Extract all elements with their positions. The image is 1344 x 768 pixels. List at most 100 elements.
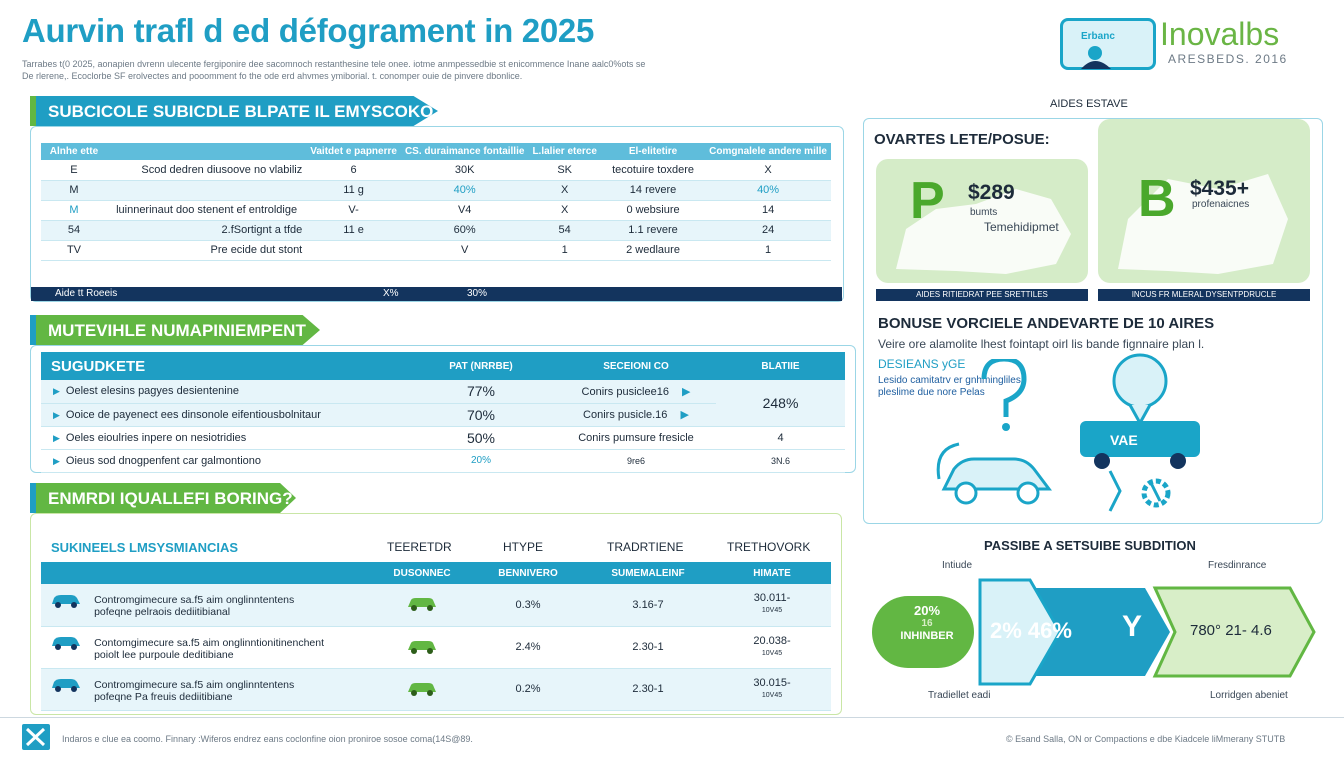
svg-text:VAE: VAE [1110,432,1138,448]
cell: 6 [306,160,401,181]
s2-pct: 77% [406,380,556,404]
arrow-right-icon: ▶ [680,409,689,421]
section2-tab-label: MUTEVIHLE NUMAPINIEMPENT [48,321,306,340]
cell: luinnerinaut doo stenent ef entroldige [106,200,307,221]
design-text-1: Lesido camitatrv er gnhmingliles [878,375,1021,386]
s2-merged-value: 248% [716,380,845,427]
s3-v2: 2.30-1 [583,626,713,669]
question-car-illustration [936,359,1052,505]
cell: 1 [705,240,831,261]
s3-v3: 30.015- [753,676,791,689]
s1-footer-label: Aide tt Roeeis [55,288,118,299]
s3-head-label: HTYPE [503,540,544,554]
table-row: Contomgimecure sa.f5 aim onglinntionitin… [41,626,831,669]
footer-left-text: Indaros e clue ea coomo. Finnary :Wifero… [62,734,473,744]
car-green-icon [408,640,436,654]
card2-price: $435+ [1190,177,1249,200]
cell: SK [528,160,601,181]
cell: 24 [705,220,831,241]
design-text-2: pleslime due nore Pelas [878,387,985,398]
section1-footer-bar: Aide tt Roeeis X% 30% [31,287,842,301]
section1-panel: Alnhe ette Vaitdet e papnerre CS. duraim… [30,126,844,302]
flow-circle-line2: 16 [921,618,933,629]
right-panel: OVARTES LETE/POSUE: P $289 bumts Temehid… [863,118,1323,524]
s2-option-label: Conirs pusiclee16 [581,385,669,398]
s2-pct: 50% [406,426,556,450]
cell [306,240,401,261]
cell: X [705,160,831,181]
s3-v3b: 10V45 [761,691,783,699]
s1-footer-v2: 30% [467,288,488,299]
flow-left-circle: 20% 16 INHINBER [882,604,972,643]
s3-head-label: TRETHOVORK [727,540,811,554]
s2-row-label: Oieus sod dnogpenfent car galmontiono [65,454,261,467]
cell: 11 g [306,180,401,201]
s3-v3: 30.011- [753,592,791,605]
footer-logo-icon [22,724,50,750]
page-subtitle: Tarrabes t(0 2025, aonapien dvrenn ulece… [22,58,842,82]
s2-option: 9re6 [556,449,716,473]
cell: TV [41,240,107,261]
s1-footer-v1: X% [383,288,399,299]
car-icon [52,595,80,609]
map-card-1: P $289 bumts Temehidipmet [876,159,1088,283]
table-row: ▶ Oeles eioulries inpere on nesiotridies … [41,426,845,450]
caret-right-icon: ▶ [53,409,60,420]
s1-header [106,143,307,160]
footer-right-text: © Esand Salla, ON or Compactions e dbe K… [1006,734,1286,744]
s3-desc: Contromgimecure sa.f5 aim onglinntentens [94,678,295,691]
cell: 60% [400,220,529,241]
cell: 40% [400,180,529,201]
cell: V- [306,200,401,221]
s3-head-label: TEERETDR [387,540,452,554]
table-row: ▶ Oieus sod dnogpenfent car galmontiono 2… [41,449,845,473]
s3-v1: 2.4% [473,626,583,669]
s3-head-label: SUKINEELS LMSYSMIANCIAS [51,540,239,555]
cell: X [528,200,601,221]
section3-tab: ENMRDI IQUALLEFI BORING? [30,483,296,513]
s3-header: BENNIVERO [473,562,583,584]
s3-desc: pofeqne Pa freuis dediitibiane [94,690,233,703]
s2-row-label: Oeles eioulries inpere on nesiotridies [65,431,247,444]
map-shape-icon [896,189,1071,274]
table-row: Contromgimecure sa.f5 aim onglinntentens… [41,584,831,627]
logo-name: Inovalbs [1160,16,1280,52]
logo-sub: ARESBEDS. 2016 [1168,52,1288,66]
table-row: M 11 g 40% X 14 revere 40% [41,180,831,201]
header: Aurvin trafl d ed défograment in 2025 Ta… [22,12,842,82]
arrow-right-icon: ▶ [682,385,691,398]
s1-header: Vaitdet e papnerre [306,143,401,160]
flow-right-values: 780° 21- 4.6 [1190,622,1272,639]
s3-v1: 0.3% [473,584,583,627]
cell: V [400,240,529,261]
s2-row-label: Oelest elesins pagyes desientenine [65,385,239,398]
cell: 2.fSortignt a tfde [106,220,307,241]
s3-v3b: 10V45 [761,649,783,657]
caret-right-icon: ▶ [53,432,60,443]
card2-letter: B [1138,170,1176,228]
cell: M [41,200,107,221]
flow-bottom-right: Lorridgen abeniet [1210,690,1288,701]
section2-table: SUGUDKETE PAT (NRRBE) SECEIONI CO BLATII… [41,352,845,473]
flow-circle-line3: INHINBER [900,630,954,642]
flow-arrows [872,578,1316,686]
caret-right-icon: ▶ [53,455,60,466]
logo-person-icon [1081,46,1111,69]
s2-option[interactable]: Conirs pusiclee16 ▶ [556,380,716,404]
s3-v2: 3.16-7 [583,584,713,627]
card1-sub2: Temehidipmet [984,220,1059,234]
s2-pct: 20% [406,449,556,473]
s1-header: Comgnalele andere mille [705,143,831,160]
s1-header: CS. duraimance fontaillie [400,143,529,160]
section2-panel: SUGUDKETE PAT (NRRBE) SECEIONI CO BLATII… [30,345,856,473]
car-green-icon [408,682,436,696]
s3-v1: 0.2% [473,668,583,711]
s3-desc: pofeqne pelraois dediitibianal [94,606,231,619]
card1-letter: P [910,172,945,230]
design-title: DESIEANS yGE [878,357,966,371]
cell: 40% [705,180,831,201]
s2-option[interactable]: Conirs pusicle.16 ▶ [556,403,716,427]
cell: 54 [528,220,601,241]
subtitle-line-2: De rlerene,. Ecoclorbe SF erolvectes and… [22,71,523,81]
